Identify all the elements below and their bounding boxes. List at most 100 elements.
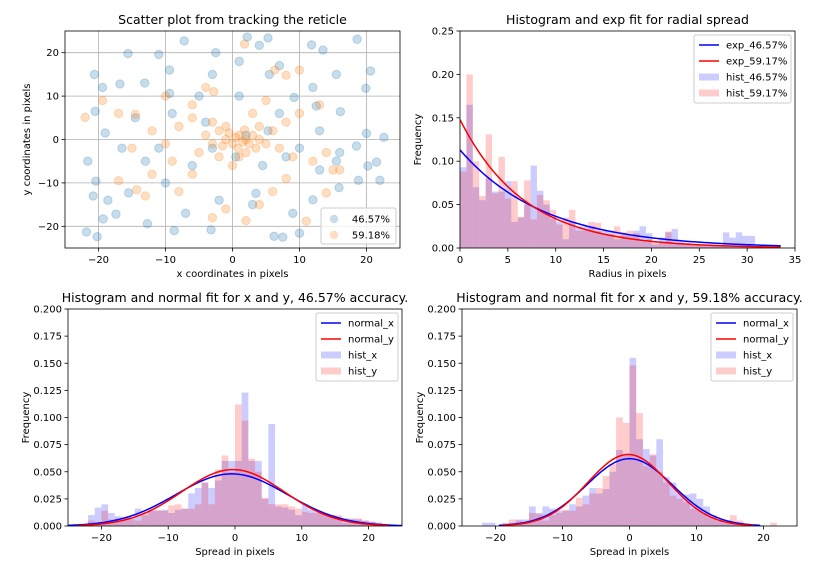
scatter-point-1 xyxy=(130,113,141,123)
scatter-point-1 xyxy=(361,83,371,93)
x-tick-label: 20 xyxy=(645,255,658,266)
histogram-bar-1 xyxy=(268,424,276,526)
scatter-point-2 xyxy=(261,139,271,149)
scatter-point-2 xyxy=(80,112,90,123)
y-axis-label: y coordinates in pixels xyxy=(22,84,33,196)
histogram-bar-1 xyxy=(589,488,596,526)
histogram-bar-2 xyxy=(498,156,505,248)
legend-marker xyxy=(329,214,339,224)
scatter-point-2 xyxy=(221,204,231,214)
histogram-bar-1 xyxy=(315,511,322,526)
chart-title: Histogram and normal fit for x and y, 46… xyxy=(62,290,408,305)
x-tick-label: 20 xyxy=(362,533,375,544)
histogram-bar-2 xyxy=(295,508,302,526)
histogram-bar-2 xyxy=(683,502,690,526)
histogram-bar-1 xyxy=(556,221,563,248)
histogram-bar-2 xyxy=(669,495,677,526)
histogram-bar-1 xyxy=(255,460,262,526)
histogram-bar-2 xyxy=(194,504,202,526)
scatter-point-1 xyxy=(88,191,98,201)
histogram-bar-1 xyxy=(652,244,659,248)
y-tick-label: 0.100 xyxy=(33,413,62,424)
x-axis-label: x coordinates in pixels xyxy=(177,269,289,280)
histogram-bar-1 xyxy=(689,493,697,526)
fit-line-2 xyxy=(460,119,781,248)
scatter-point-1 xyxy=(115,79,125,89)
histogram-bar-1 xyxy=(555,510,563,526)
histogram-bar-1 xyxy=(549,218,557,248)
histogram-bar-1 xyxy=(703,245,711,248)
scatter-point-2 xyxy=(237,136,248,147)
histogram-bar-1 xyxy=(341,518,349,526)
histogram-bar-1 xyxy=(602,489,610,526)
y-tick-label: 20 xyxy=(46,48,59,59)
x-tick-label: 20 xyxy=(360,255,373,266)
scatter-point-2 xyxy=(207,212,218,223)
histogram-bar-1 xyxy=(235,460,242,526)
histogram-bar-1 xyxy=(594,230,602,248)
histogram-bar-2 xyxy=(656,471,663,526)
histogram-bar-2 xyxy=(228,471,235,526)
histogram-bar-2 xyxy=(174,504,182,526)
scatter-point-2 xyxy=(247,108,258,119)
histogram-bar-2 xyxy=(629,365,637,526)
histogram-bar-1 xyxy=(466,104,473,248)
x-tick-label: 0 xyxy=(626,533,632,544)
histogram-bar-1 xyxy=(524,204,531,248)
legend-patch-swatch xyxy=(716,367,736,375)
scatter-point-1 xyxy=(263,126,273,136)
legend-box xyxy=(315,312,399,382)
histogram-bar-2 xyxy=(575,497,583,526)
histogram-bar-2 xyxy=(141,511,149,526)
histogram-bar-2 xyxy=(697,245,704,248)
scatter-point-2 xyxy=(207,139,218,149)
histogram-bar-2 xyxy=(642,466,650,526)
histogram-bar-1 xyxy=(626,234,634,248)
legend-label: hist_y xyxy=(348,367,377,378)
scatter-point-1 xyxy=(351,141,362,151)
x-tick-label: −20 xyxy=(485,533,506,544)
legend-box xyxy=(693,34,792,104)
histogram-bar-1 xyxy=(716,245,723,248)
y-tick-label: 0.10 xyxy=(432,157,454,168)
scatter-point-1 xyxy=(154,143,164,153)
scatter-point-2 xyxy=(294,108,305,119)
histogram-bar-2 xyxy=(148,510,155,526)
histogram-bar-1 xyxy=(536,190,544,248)
x-tick-label: 0 xyxy=(457,255,463,266)
legend-label: hist_x xyxy=(743,351,772,362)
histogram-bar-1 xyxy=(275,506,282,526)
scatter-point-2 xyxy=(160,91,171,101)
histogram-bar-1 xyxy=(729,237,736,248)
histogram-bar-1 xyxy=(479,200,486,248)
histogram-bar-1 xyxy=(669,482,677,526)
histogram-bar-1 xyxy=(504,181,512,248)
histogram-bar-1 xyxy=(228,460,235,526)
scatter-point-2 xyxy=(127,143,137,153)
plot-area xyxy=(460,74,781,248)
histogram-bar-2 xyxy=(639,241,646,248)
fit-line-1 xyxy=(68,473,402,526)
x-tick-label: 5 xyxy=(505,255,511,266)
histogram-bar-1 xyxy=(485,178,493,248)
scatter-point-2 xyxy=(234,152,244,162)
histogram-bar-1 xyxy=(596,493,603,526)
scatter-point-1 xyxy=(251,188,261,199)
histogram-bar-2 xyxy=(101,510,109,526)
histogram-bar-1 xyxy=(288,509,296,526)
scatter-point-1 xyxy=(365,66,376,76)
histogram-bar-2 xyxy=(716,245,723,248)
legend-patch-swatch xyxy=(321,367,341,375)
scatter-point-2 xyxy=(131,185,142,195)
scatter-point-2 xyxy=(234,130,244,140)
histogram-bar-1 xyxy=(248,460,256,526)
histogram-bar-1 xyxy=(168,512,175,526)
scatter-point-2 xyxy=(97,95,108,106)
scatter-point-1 xyxy=(123,188,134,198)
scatter-point-2 xyxy=(239,39,250,49)
histogram-bar-2 xyxy=(154,509,162,526)
scatter-point-2 xyxy=(251,143,261,153)
scatter-point-1 xyxy=(206,225,216,235)
y-tick-label: 0.000 xyxy=(427,522,456,533)
histogram-bar-2 xyxy=(602,476,610,526)
